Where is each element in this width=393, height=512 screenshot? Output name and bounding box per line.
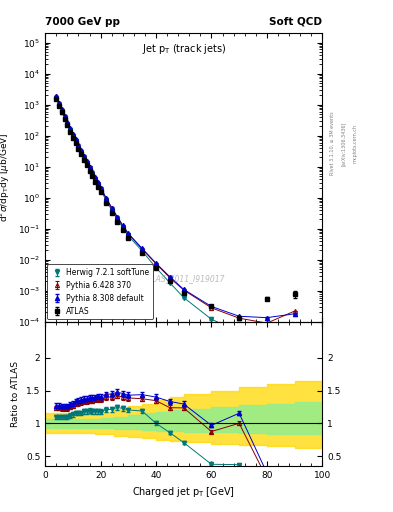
Text: mcplots.cern.ch: mcplots.cern.ch	[353, 124, 358, 163]
Text: 7000 GeV pp: 7000 GeV pp	[45, 16, 120, 27]
Y-axis label: d$^2\sigma$/dp$_{\rm T}$dy [$\mu$b/GeV]: d$^2\sigma$/dp$_{\rm T}$dy [$\mu$b/GeV]	[0, 133, 12, 222]
Text: Rivet 3.1.10, ≥ 3M events: Rivet 3.1.10, ≥ 3M events	[329, 112, 334, 175]
X-axis label: Charged jet p$_{\rm T}$ [GeV]: Charged jet p$_{\rm T}$ [GeV]	[132, 485, 235, 499]
Text: Soft QCD: Soft QCD	[269, 16, 322, 27]
Text: Jet p$_{\rm T}$ (track jets): Jet p$_{\rm T}$ (track jets)	[141, 42, 226, 56]
Text: ATLAS_2011_I919017: ATLAS_2011_I919017	[143, 274, 225, 283]
Y-axis label: Ratio to ATLAS: Ratio to ATLAS	[11, 361, 20, 427]
Legend: Herwig 7.2.1 softTune, Pythia 6.428 370, Pythia 8.308 default, ATLAS: Herwig 7.2.1 softTune, Pythia 6.428 370,…	[48, 264, 153, 319]
Text: [arXiv:1306.3436]: [arXiv:1306.3436]	[341, 121, 346, 165]
